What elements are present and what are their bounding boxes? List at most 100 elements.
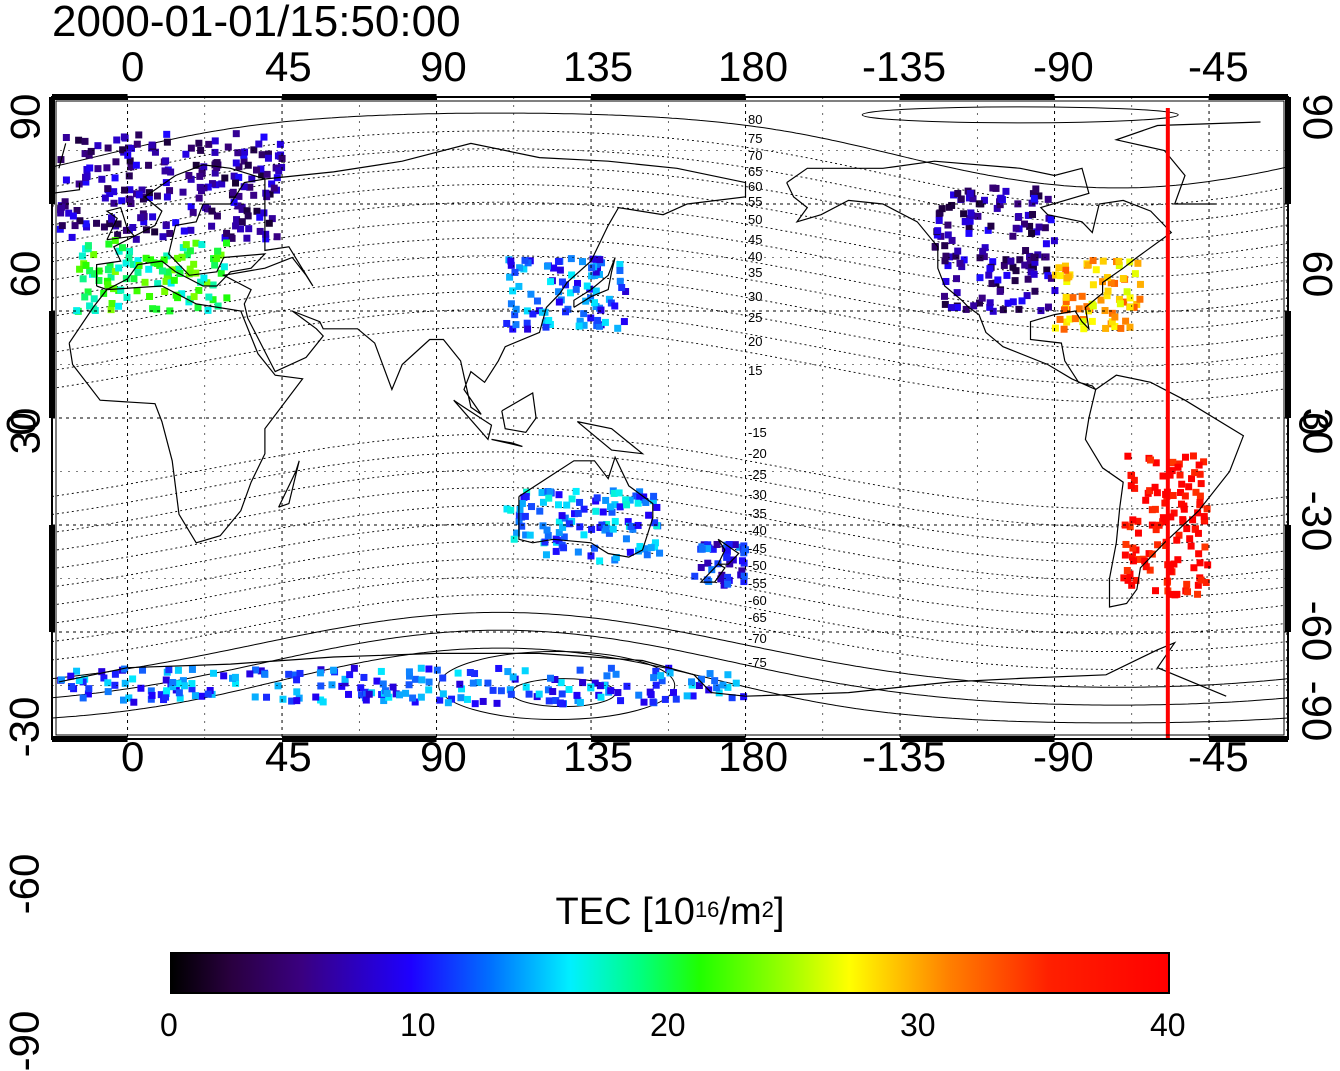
tec-point xyxy=(1134,517,1142,525)
tec-point xyxy=(458,685,466,693)
tec-point xyxy=(1129,516,1137,524)
mlat-label: -60 xyxy=(748,593,767,608)
tec-point xyxy=(135,261,143,269)
frame-band-top xyxy=(282,94,437,100)
tec-point xyxy=(1200,458,1208,466)
tec-point xyxy=(383,689,391,697)
tec-point xyxy=(576,666,584,674)
mlat-contour xyxy=(52,540,1288,617)
coastline xyxy=(105,206,136,241)
tec-point xyxy=(522,683,530,691)
tec-point xyxy=(147,256,155,264)
tec-point xyxy=(545,316,553,324)
tec-point xyxy=(1151,483,1159,491)
tec-point xyxy=(1167,513,1175,521)
tec-point xyxy=(417,693,425,701)
tec-point xyxy=(162,157,170,165)
tec-point xyxy=(1084,261,1092,269)
tec-point xyxy=(444,699,452,707)
tec-point xyxy=(1191,525,1199,533)
tec-point xyxy=(1009,298,1017,306)
tec-point xyxy=(250,191,258,199)
tec-point xyxy=(73,206,81,214)
tec-point xyxy=(948,236,956,244)
tec-point xyxy=(140,218,148,226)
tec-point xyxy=(1111,323,1119,331)
tec-point xyxy=(119,696,127,704)
tec-point xyxy=(153,305,161,313)
tec-point xyxy=(262,189,270,197)
tec-point xyxy=(1099,278,1107,286)
tec-point xyxy=(1089,281,1097,289)
tec-point xyxy=(149,305,157,313)
tec-point xyxy=(1024,211,1032,219)
tec-point xyxy=(1178,480,1186,488)
tec-point xyxy=(515,282,523,290)
coastline xyxy=(453,399,493,441)
tec-point xyxy=(1115,257,1123,265)
tec-point xyxy=(1170,509,1178,517)
tec-point xyxy=(1127,482,1135,490)
tec-point xyxy=(248,175,256,183)
tec-point xyxy=(740,578,748,586)
tec-point xyxy=(592,303,600,311)
tec-point xyxy=(1078,292,1086,300)
tec-point xyxy=(1189,516,1197,524)
tec-point xyxy=(457,694,465,702)
tec-point xyxy=(970,302,978,310)
tec-point xyxy=(264,154,272,162)
tec-point xyxy=(1102,324,1110,332)
tec-point xyxy=(474,679,482,687)
tec-point xyxy=(1189,452,1197,460)
frame-band-left xyxy=(49,311,55,418)
tec-point xyxy=(1088,300,1096,308)
tec-point xyxy=(244,212,252,220)
tec-point xyxy=(293,697,301,705)
tec-point xyxy=(555,518,563,526)
tec-point xyxy=(579,679,587,687)
tec-point xyxy=(425,665,433,673)
tec-point xyxy=(121,665,129,673)
tec-point xyxy=(439,674,447,682)
right-lat-tick-0: 0 xyxy=(1290,412,1338,436)
tec-point xyxy=(1195,461,1203,469)
tec-point xyxy=(622,288,630,296)
tec-point xyxy=(1014,200,1022,208)
tec-point xyxy=(507,257,515,265)
mlat-label: 15 xyxy=(748,363,762,378)
tec-point xyxy=(563,501,571,509)
tec-point xyxy=(507,506,515,514)
tec-point xyxy=(1032,185,1040,193)
mlat-label: -55 xyxy=(748,576,767,591)
tec-point xyxy=(110,199,118,207)
tec-point xyxy=(214,302,222,310)
tec-point xyxy=(1033,228,1041,236)
tec-point xyxy=(1060,306,1068,314)
mlat-label: -25 xyxy=(748,467,767,482)
tec-point xyxy=(179,677,187,685)
tec-point xyxy=(82,261,90,269)
tec-point xyxy=(163,252,171,260)
tec-point xyxy=(1063,274,1071,282)
tec-point xyxy=(591,679,599,687)
tec-point xyxy=(213,255,221,263)
bottom-lon-tick-90: 90 xyxy=(420,733,467,780)
tec-point xyxy=(341,675,349,683)
mlat-contour-north-loop xyxy=(861,106,1179,124)
tec-point xyxy=(611,517,619,525)
tec-point xyxy=(1174,463,1182,471)
tec-point xyxy=(130,698,138,706)
tec-point xyxy=(556,266,564,274)
tec-point xyxy=(1121,551,1129,559)
tec-point xyxy=(262,235,270,243)
tec-point xyxy=(587,314,595,322)
tec-point xyxy=(576,317,584,325)
tec-point xyxy=(636,488,644,496)
coastline xyxy=(573,257,616,308)
tec-point xyxy=(962,218,970,226)
tec-point xyxy=(1056,272,1064,280)
tec-point xyxy=(1051,287,1059,295)
tec-point xyxy=(1117,324,1125,332)
tec-point xyxy=(1024,275,1032,283)
tec-point xyxy=(1031,287,1039,295)
